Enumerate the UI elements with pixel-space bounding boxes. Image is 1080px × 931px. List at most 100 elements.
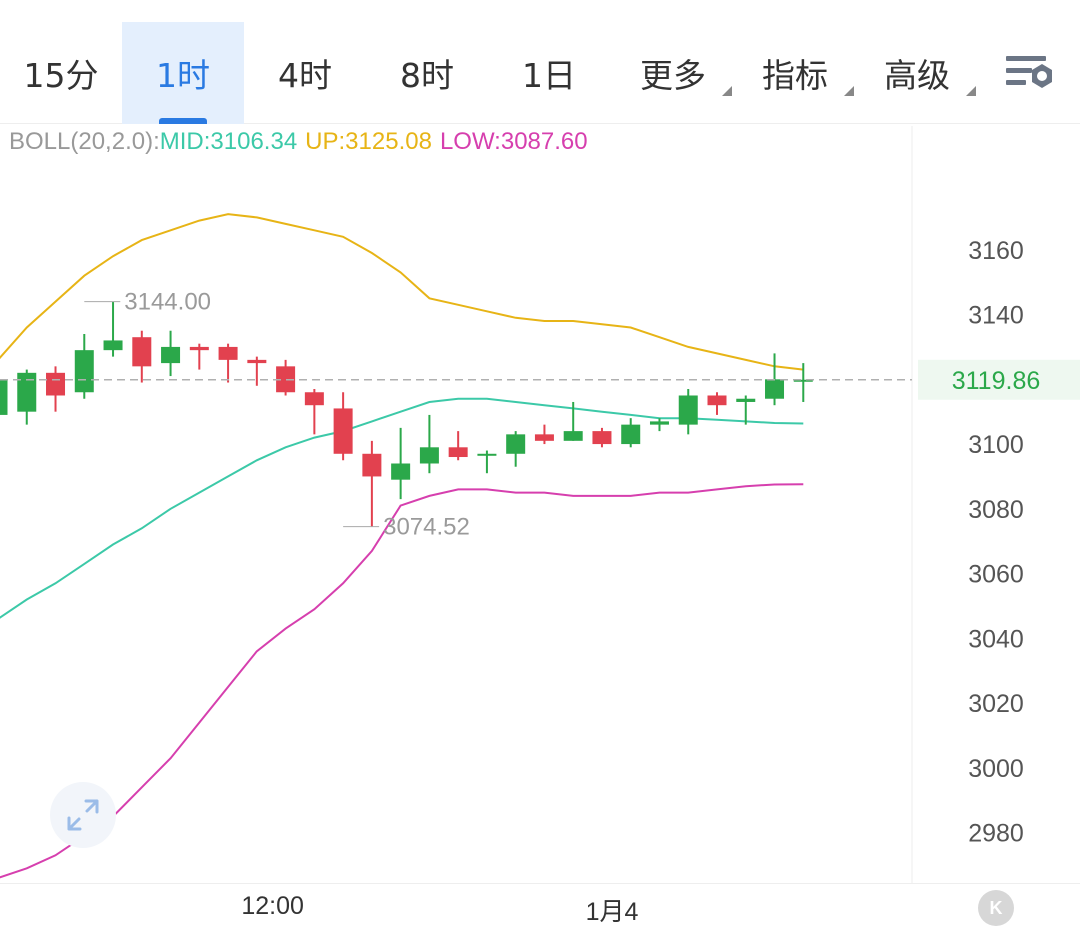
candle [362,440,382,527]
candle-body [707,395,727,406]
candle-body [362,453,382,477]
price-axis: 3160 3140 3100 3080 3060 3040 3020 3000 2980 [968,237,1024,848]
candle-body [74,350,94,393]
current-price-tag [918,359,1080,400]
high-marker-label: 3144.00 [124,289,211,316]
candle-body [189,346,209,351]
price-axis-label: 3020 [968,690,1024,718]
time-axis: 12:00 1月4 [0,883,1080,931]
candle-body [46,372,66,396]
candle-body [534,434,554,441]
dropdown-corner-icon [966,86,976,96]
chart-settings-icon[interactable] [1000,50,1060,98]
candle [592,427,612,448]
legend-mid-value: MID:3106.34 [159,128,298,155]
price-axis-label: 3040 [968,625,1024,653]
candle [621,418,641,448]
extreme-markers: 3144.00 3074.52 [84,289,470,541]
price-axis-label: 2980 [968,820,1024,848]
price-axis-label: 3080 [968,496,1024,524]
low-marker-label: 3074.52 [383,514,470,541]
candle-body [477,453,497,456]
candle [333,392,353,461]
tab-label: 1时 [156,56,210,95]
candle [678,389,698,435]
candle-body [304,392,324,406]
candle-body [736,398,756,402]
candle-body [678,395,698,425]
candle-body [765,379,785,399]
active-tab-indicator [159,118,207,124]
price-axis-label: 3100 [968,431,1024,459]
candle-body [218,346,238,360]
price-axis-label: 3140 [968,302,1024,330]
candle [477,450,497,474]
dropdown-corner-icon [722,86,732,96]
candle [707,392,727,415]
candle-body [592,431,612,445]
boll-low-line [0,483,804,879]
boll-bands [0,213,804,879]
candle [46,366,66,412]
candle-body [276,366,296,393]
candle-body [333,408,353,454]
tab-label: 高级 [884,56,950,95]
candle-body [103,340,123,351]
candle-body [793,379,813,382]
tab-indicators[interactable]: 指标 [734,22,856,124]
candle-body [649,421,669,425]
tab-label: 更多 [640,56,706,95]
time-axis-label: 12:00 [241,892,304,920]
boll-up-line [0,213,804,371]
boll-mid-line [0,397,804,619]
candle [103,301,123,357]
scroll-to-latest-icon[interactable]: K [978,890,1014,926]
candle [0,379,8,415]
candle [276,359,296,396]
candle [161,330,181,377]
candle [304,389,324,435]
candle-body [419,447,439,464]
tab-15min[interactable]: 15分 [0,22,122,124]
candle-body [0,379,8,415]
candle [534,424,554,445]
tab-label: 4时 [278,56,332,95]
current-price-label: 3119.86 [952,367,1041,395]
candle-body [161,346,181,364]
legend-indicator-name: BOLL(20,2.0): [9,128,160,155]
tab-advanced[interactable]: 高级 [856,22,978,124]
candle [189,343,209,370]
current-price-line: 3119.86 [0,359,1080,400]
candle [74,333,94,399]
candle [132,330,152,383]
candle [247,356,267,386]
price-axis-label: 3160 [968,237,1024,265]
price-axis-label: 3000 [968,755,1024,783]
candle-body [247,359,267,364]
candle-body [132,337,152,367]
candle-body [391,463,411,480]
candle [793,363,813,402]
candle [563,401,583,441]
tab-label: 1日 [522,56,576,95]
candle [391,427,411,500]
tab-1d[interactable]: 1日 [488,22,610,124]
tab-more[interactable]: 更多 [612,22,734,124]
expand-arrows-icon[interactable] [50,782,116,848]
tab-label: 指标 [762,56,828,95]
legend-up-value: UP:3125.08 [305,128,432,155]
candle [649,418,669,432]
tab-8h[interactable]: 8时 [366,22,488,124]
candle [17,369,37,425]
candle [448,431,468,461]
candle [506,431,526,467]
scroll-button-glyph: K [989,897,1003,918]
candle-body [448,447,468,458]
tab-1h[interactable]: 1时 [122,22,244,124]
tab-label: 15分 [23,56,99,95]
legend-low-value: LOW:3087.60 [439,128,588,155]
tab-4h[interactable]: 4时 [244,22,366,124]
candle [419,414,439,474]
dropdown-corner-icon [844,86,854,96]
